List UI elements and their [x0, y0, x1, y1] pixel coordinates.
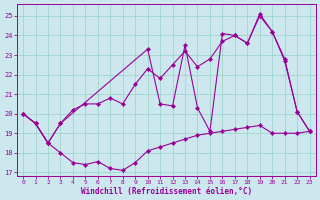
X-axis label: Windchill (Refroidissement éolien,°C): Windchill (Refroidissement éolien,°C) [81, 187, 252, 196]
